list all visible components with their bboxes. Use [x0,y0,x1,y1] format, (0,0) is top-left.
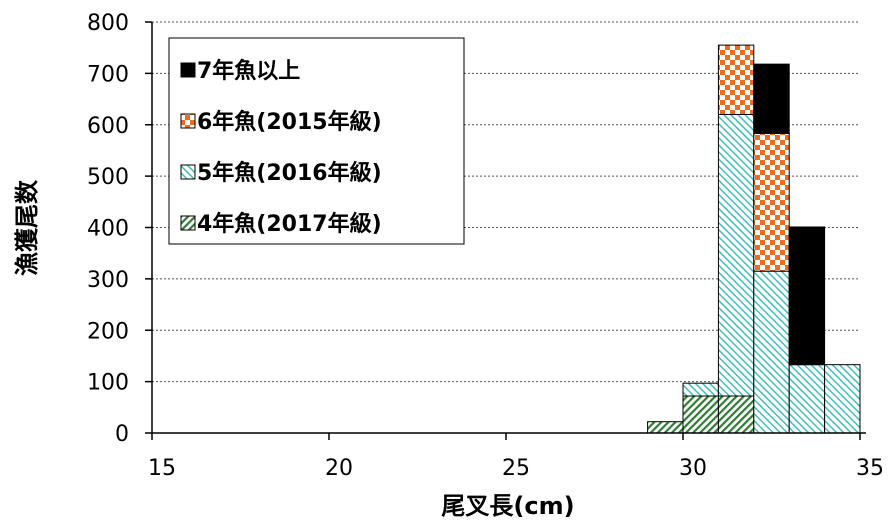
legend-label: 4年魚(2017年級) [197,211,382,237]
x-tick-label: 20 [325,456,353,481]
y-tick-label: 700 [87,62,129,87]
legend-label: 6年魚(2015年級) [197,109,382,135]
tick-labels: 0 100 200 300 400 500 600 700 800 15 20 25 30 35 [87,11,884,481]
x-tick-label: 15 [148,456,176,481]
bar-segment [788,226,826,366]
y-tick-label: 500 [87,165,129,190]
y-tick-label: 400 [87,217,129,242]
y-tick-label: 200 [87,319,129,344]
y-tick-label: 300 [87,268,129,293]
x-tick-label: 30 [679,456,707,481]
x-tick-label: 25 [502,456,530,481]
bar-segment [824,364,861,434]
bar-segment [717,395,755,434]
legend-swatch [180,164,196,180]
y-tick-label: 600 [87,114,129,139]
y-tick-label: 800 [87,11,129,36]
legend: 7年魚以上 6年魚(2015年級) 5年魚(2016年級) 4年魚(2017年級) [168,37,465,245]
legend-label: 5年魚(2016年級) [197,160,382,186]
x-tick-label: 35 [856,456,884,481]
legend-label: 7年魚以上 [197,58,300,84]
x-axis-title: 尾叉長(cm) [441,492,574,520]
bar-segment [647,421,684,434]
bar-segment [682,395,719,434]
bars [647,44,861,434]
bar-segment [717,44,755,115]
legend-swatch [180,215,196,231]
bar-segment [753,270,790,434]
y-tick-label: 0 [115,422,129,447]
bar-segment [788,364,826,434]
y-axis-title: 漁獲尾数 [13,179,41,276]
y-tick-label: 100 [87,371,129,396]
bar-segment [717,113,755,397]
bar-segment [753,132,790,272]
bar-segment [682,382,719,397]
bar-segment [753,63,790,134]
legend-swatch [180,62,196,78]
axes [145,21,866,440]
legend-swatch [180,113,196,129]
legend-box [168,37,465,245]
